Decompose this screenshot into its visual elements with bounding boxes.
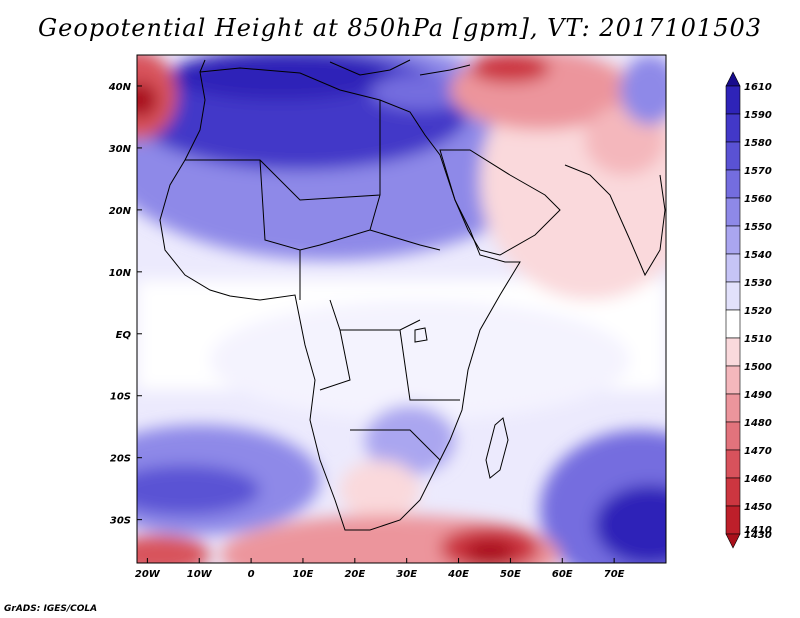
africa-coastline xyxy=(159,67,521,531)
colorbar-label: 1570 xyxy=(744,166,772,177)
colorbar-label: 1530 xyxy=(744,278,772,289)
y-tick-label: 20S xyxy=(110,454,131,465)
colorbar-swatch xyxy=(725,449,741,479)
arabian-peninsula xyxy=(439,149,561,256)
colorbar-swatch xyxy=(725,113,741,143)
y-tick-label: 30N xyxy=(109,144,132,155)
colorbar-swatch xyxy=(725,337,741,367)
x-axis: 20W 10W 0 10E 20E 30E 40E 50E 60E 70E xyxy=(135,558,625,580)
colorbar-swatch xyxy=(725,197,741,227)
x-tick-label: 20E xyxy=(344,569,365,580)
y-tick-label: 10S xyxy=(110,392,131,403)
x-tick-label: 10E xyxy=(293,569,314,580)
colorbar-label: 1580 xyxy=(744,138,772,149)
colorbar-label: 1540 xyxy=(744,250,772,261)
colorbar-label: 1430 xyxy=(744,530,772,541)
colorbar-label: 1560 xyxy=(744,194,772,205)
colorbar-label: 1550 xyxy=(744,222,772,233)
colorbar: 1610 1590 1580 1570 1560 1550 1540 1530 1520 1510… xyxy=(725,71,772,549)
colorbar-label: 1460 xyxy=(744,474,772,485)
colorbar-swatch xyxy=(725,71,741,87)
y-tick-label: EQ xyxy=(116,330,132,341)
colorbar-swatch xyxy=(725,421,741,451)
colorbar-swatch xyxy=(725,365,741,395)
x-tick-label: 20W xyxy=(135,569,161,580)
lake-victoria xyxy=(414,327,428,343)
colorbar-label: 1610 xyxy=(744,82,772,93)
grads-credit: GrADS: IGES/COLA xyxy=(4,604,98,614)
colorbar-swatch xyxy=(725,393,741,423)
colorbar-swatch xyxy=(725,477,741,507)
colorbar-swatch xyxy=(725,309,741,339)
colorbar-label: 1450 xyxy=(744,502,772,513)
chart-title: Geopotential Height at 850hPa [gpm], VT:… xyxy=(38,14,762,42)
colorbar-label: 1480 xyxy=(744,418,772,429)
europe-coast xyxy=(199,59,471,76)
colorbar-label: 1500 xyxy=(744,362,772,373)
colorbar-swatch xyxy=(725,169,741,199)
y-tick-label: 30S xyxy=(110,516,131,527)
x-tick-label: 60E xyxy=(552,569,573,580)
plot-frame xyxy=(136,54,667,564)
x-tick-label: 30E xyxy=(396,569,417,580)
colorbar-label: 1590 xyxy=(744,110,772,121)
colorbar-label: 1410 xyxy=(744,525,772,536)
colorbar-swatch xyxy=(725,85,741,115)
colorbar-label: 1510 xyxy=(744,334,772,345)
colorbar-label: 1520 xyxy=(744,306,772,317)
colorbar-swatch xyxy=(725,225,741,255)
x-tick-label: 0 xyxy=(248,569,255,580)
colorbar-swatch xyxy=(725,281,741,311)
colorbar-label: 1470 xyxy=(744,446,772,457)
y-tick-label: 10N xyxy=(109,268,132,279)
country-borders xyxy=(185,100,460,461)
x-tick-label: 40E xyxy=(447,569,469,580)
y-tick-label: 20N xyxy=(109,206,132,217)
colorbar-swatch xyxy=(725,141,741,171)
colorbar-label: 1490 xyxy=(744,390,772,401)
india-coast xyxy=(564,164,666,277)
colorbar-swatch xyxy=(725,505,741,535)
colorbar-swatch xyxy=(725,253,741,283)
madagascar xyxy=(485,417,509,479)
x-tick-label: 50E xyxy=(500,569,521,580)
geopotential-height-field xyxy=(137,55,666,563)
colorbar-swatch xyxy=(725,533,741,549)
y-axis: 40N 30N 20N 10N EQ 10S 20S 30S xyxy=(108,82,142,527)
y-tick-label: 40N xyxy=(108,82,132,93)
coastlines xyxy=(159,59,666,531)
x-tick-label: 10W xyxy=(187,569,213,580)
x-tick-label: 70E xyxy=(604,569,625,580)
